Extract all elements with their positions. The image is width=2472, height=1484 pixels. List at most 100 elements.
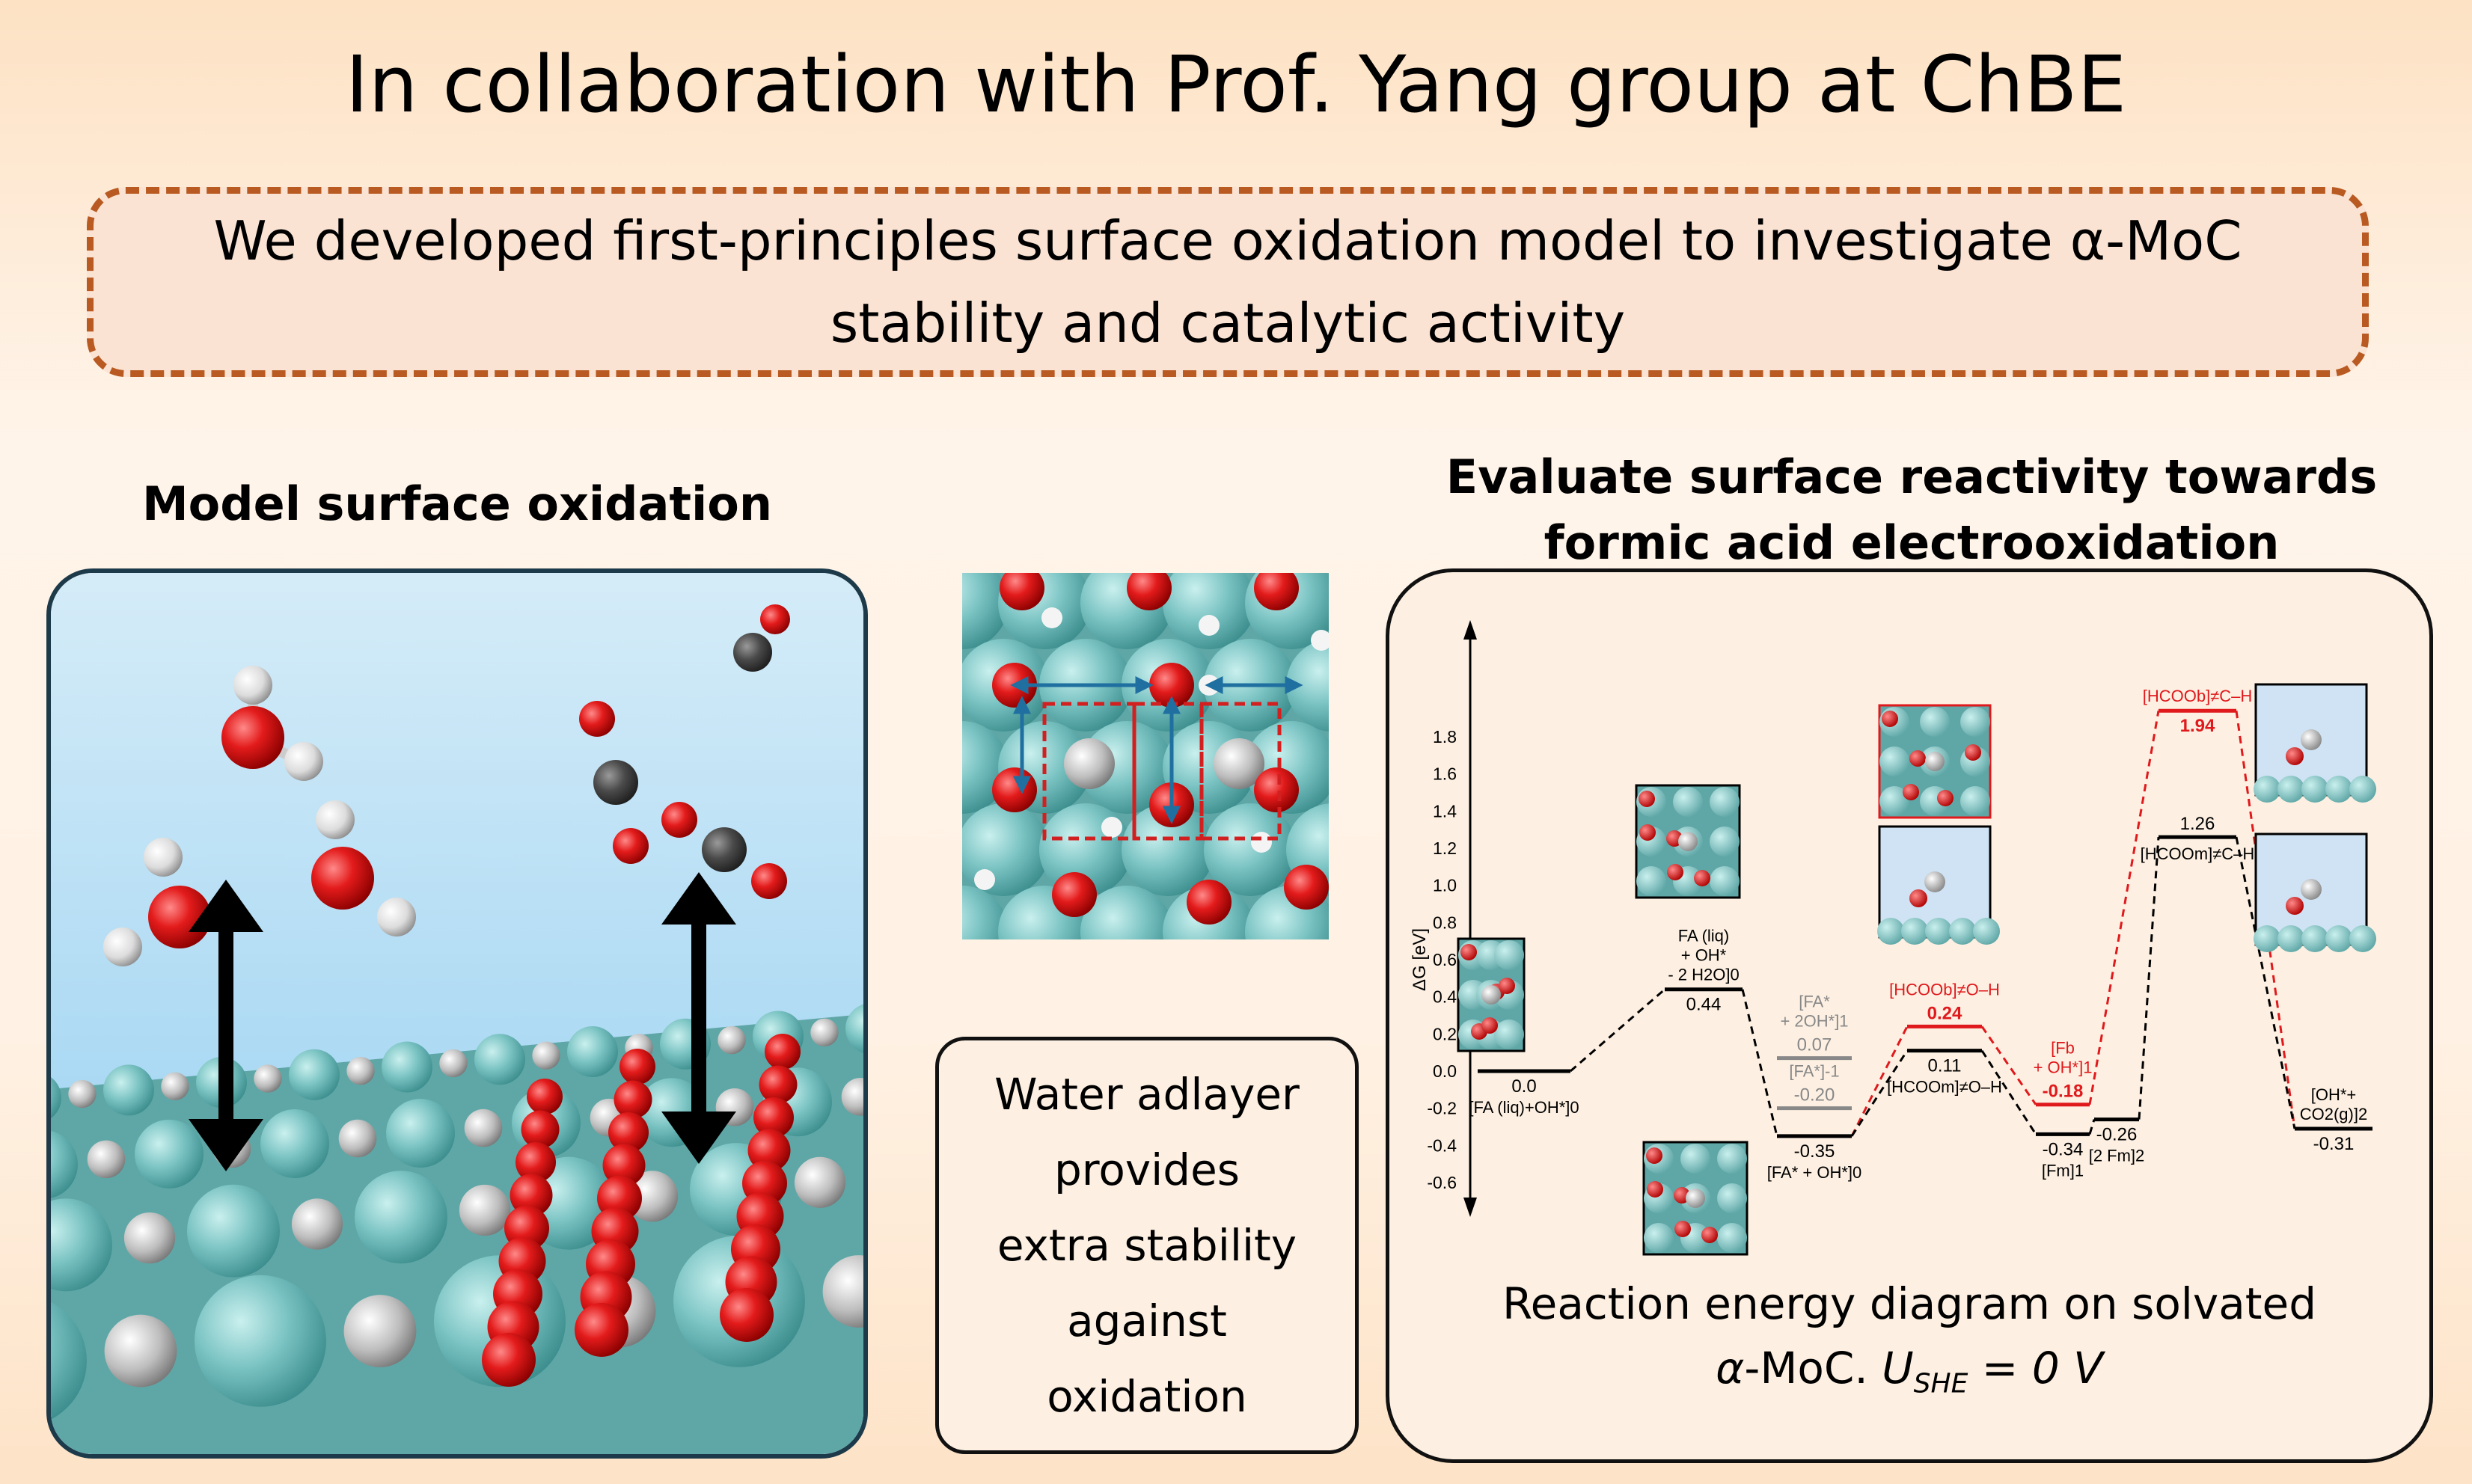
molybdenum-atom: [195, 1275, 326, 1407]
level-value: -0.35: [1794, 1141, 1835, 1162]
water-adlayer-text: Water adlayer provides extra stability a…: [994, 1068, 1300, 1422]
molybdenum-atom: [51, 1130, 78, 1198]
oxygen-atom: [1254, 767, 1299, 812]
oxygen-atom: [1127, 573, 1172, 610]
connector-line: [1850, 1049, 1909, 1137]
oxygen-atom: [753, 1097, 794, 1138]
connector-line: [2138, 836, 2160, 1120]
molybdenum-atom: [962, 573, 1009, 649]
y-tick-label: -0.2: [1427, 1099, 1457, 1118]
molybdenum-atom: [289, 1049, 340, 1100]
level-label: FA (liq): [1678, 927, 1729, 945]
y-tick-label: -0.4: [1427, 1135, 1457, 1155]
level-value: 0.07: [1797, 1035, 1832, 1055]
energy-level-s5b: -0.34 [Fm]1: [2036, 1132, 2090, 1180]
oxygen-atom: [614, 1080, 652, 1119]
energy-level-s2g: 0.07 [FA*+ 2OH*]1: [1777, 993, 1852, 1061]
level-value: -0.18: [2043, 1082, 2084, 1102]
molybdenum-atom: [260, 1109, 329, 1178]
y-axis-arrow-up: [1463, 620, 1477, 640]
structure-thumbnail: [1635, 784, 1741, 899]
level-value: -0.26: [2096, 1125, 2138, 1145]
slide-title: In collaboration with Prof. Yang group a…: [345, 39, 2127, 130]
level-label: [HCOOb]≠C–H: [2143, 687, 2253, 705]
caption-line-1: Reaction energy diagram on solvated: [1502, 1278, 2317, 1329]
reaction-energy-diagram: ΔG [eV] 1.8 1.6 1.4 1.2 1.0 0.8 0.6 0.4 0.2 0.0 -0…: [1410, 620, 2376, 1256]
level-value: 0.44: [1686, 995, 1722, 1015]
oxygen-atom: [602, 1144, 646, 1187]
energy-level-ts1r: 0.24 [HCOOb]≠O–H: [1889, 980, 2000, 1028]
oxygen-atom: [747, 1129, 791, 1172]
level-value: 0.24: [1927, 1003, 1962, 1023]
oxygen-atom: [510, 1174, 553, 1217]
level-value: -0.34: [2043, 1139, 2084, 1159]
oxygen-atom: [720, 1288, 774, 1342]
molybdenum-atom: [474, 1034, 525, 1085]
caption-u-sub: SHE: [1913, 1368, 1968, 1399]
y-axis-label: ΔG [eV]: [1410, 928, 1430, 991]
oxygen-atom: [765, 1034, 801, 1070]
y-tick-labels: 1.8 1.6 1.4 1.2 1.0 0.8 0.6 0.4 0.2 0.0 -0.2 -0.4 -0…: [1427, 727, 1457, 1192]
hydrogen-atom: [1101, 817, 1122, 838]
molybdenum-atom: [1286, 639, 1329, 732]
carbon-atom: [459, 1184, 511, 1236]
structure-thumbnail: [1878, 704, 1992, 819]
level-value: -0.20: [1794, 1085, 1835, 1106]
connector-line: [1980, 1049, 2037, 1135]
y-tick-label: 1.4: [1433, 801, 1457, 821]
molybdenum-atom: [355, 1171, 447, 1264]
oxygen-atom: [1284, 865, 1329, 910]
level-label: + OH*]1: [2034, 1058, 2093, 1077]
carbon-atom: [346, 1056, 375, 1085]
caption-u: U: [1882, 1343, 1914, 1393]
hydrogen-atom: [1041, 607, 1062, 628]
y-tick-label: 0.0: [1433, 1061, 1457, 1081]
level-label: [FA*]-1: [1789, 1062, 1839, 1081]
carbon-atom: [794, 1156, 846, 1208]
hydrogen-atom: [974, 869, 995, 890]
y-axis: ΔG [eV]: [1410, 620, 1477, 1217]
molybdenum-atom: [1080, 886, 1173, 939]
oxygen-atom: [759, 1065, 798, 1104]
y-tick-label: -0.6: [1427, 1173, 1457, 1192]
water-adlayer-structure: [962, 573, 1329, 939]
level-label: [Fm]1: [2042, 1161, 2084, 1180]
connector-line: [1980, 1025, 2037, 1106]
carbon-atom: [439, 1049, 468, 1078]
molybdenum-atom: [51, 1301, 87, 1420]
molybdenum-atom: [382, 1041, 432, 1093]
level-label: [HCOOb]≠O–H: [1889, 980, 2000, 999]
structure-thumbnail: [2254, 833, 2376, 952]
connector-line: [1741, 989, 1778, 1137]
energy-level-ts2b: 1.26 [HCOOm]≠C–H: [2141, 814, 2255, 863]
connector-lines: [1570, 710, 2296, 1137]
y-tick-label: 0.8: [1433, 913, 1457, 932]
energy-level-ts1b: 0.11 [HCOOm]≠O–H: [1887, 1049, 2002, 1097]
hydrogen-atom: [1311, 630, 1329, 651]
level-label: [HCOOm]≠C–H: [2141, 844, 2255, 863]
carbon-atom: [291, 1198, 343, 1250]
energy-diagram-panel: ΔG [eV] 1.8 1.6 1.4 1.2 1.0 0.8 0.6 0.4 0.2 0.0 -0…: [1386, 568, 2433, 1463]
oxygen-atom: [521, 1110, 560, 1149]
y-tick-label: 0.2: [1433, 1024, 1457, 1043]
carbon-atom: [532, 1041, 560, 1070]
molybdenum-atom: [1122, 803, 1214, 896]
level-label: [2 Fm]2: [2089, 1147, 2145, 1165]
connector-line: [2235, 836, 2296, 1129]
hydrogen-atom: [1251, 832, 1272, 853]
oxygen-atom: [608, 1112, 649, 1153]
energy-level-s5r: -0.18 [Fb+ OH*]1: [2034, 1039, 2093, 1107]
carbon-atom: [254, 1064, 282, 1093]
connector-line: [1850, 1025, 1909, 1137]
level-label: CO2(g)]2: [2300, 1105, 2367, 1123]
structure-thumbnail: [2254, 683, 2376, 803]
oxygen-atom: [1052, 872, 1097, 917]
level-value: -0.31: [2313, 1134, 2355, 1154]
level-label: [FA (liq)+OH*]0: [1469, 1098, 1579, 1117]
energy-level-s3g: -0.20 [FA*]-1: [1777, 1062, 1852, 1111]
y-axis-arrow-down: [1463, 1198, 1477, 1217]
molybdenum-atom: [103, 1064, 154, 1116]
structure-thumbnails: [1457, 683, 2376, 1256]
energy-level-s0: 0.0[FA (liq)+OH*]0: [1469, 1069, 1579, 1117]
molybdenum-atom: [386, 1099, 455, 1168]
